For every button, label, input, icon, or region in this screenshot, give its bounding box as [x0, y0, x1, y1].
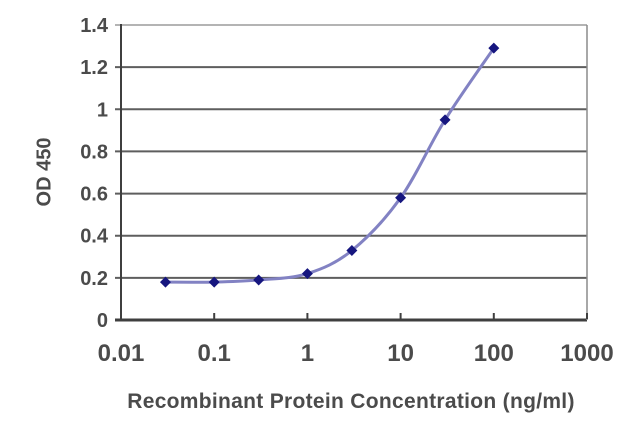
x-tick-label: 1	[301, 340, 314, 367]
x-tick-label: 10	[387, 340, 414, 367]
y-tick-label: 1.4	[80, 15, 109, 37]
y-tick-label: 0.6	[80, 184, 108, 206]
x-tick-label: 1000	[560, 340, 613, 367]
x-tick-label: 0.01	[98, 340, 145, 367]
data-point-marker	[301, 268, 313, 280]
y-tick-label: 0.4	[80, 226, 109, 248]
y-tick-label: 1	[97, 99, 108, 121]
x-tick-label: 100	[474, 340, 514, 367]
data-point-marker	[208, 276, 220, 288]
data-point-marker	[488, 42, 500, 54]
y-tick-label: 0.8	[80, 141, 108, 163]
data-point-marker	[346, 244, 358, 256]
x-tick-label: 0.1	[198, 340, 231, 367]
series-line	[164, 46, 496, 284]
y-tick-label: 1.2	[80, 57, 108, 79]
data-point-marker	[395, 192, 407, 204]
data-point-marker	[439, 114, 451, 126]
y-tick-label: 0.2	[80, 268, 108, 290]
x-axis-title: Recombinant Protein Concentration (ng/ml…	[127, 390, 575, 413]
data-point-marker	[253, 274, 265, 286]
y-tick-label: 0	[97, 310, 108, 332]
data-point-marker	[159, 276, 171, 288]
